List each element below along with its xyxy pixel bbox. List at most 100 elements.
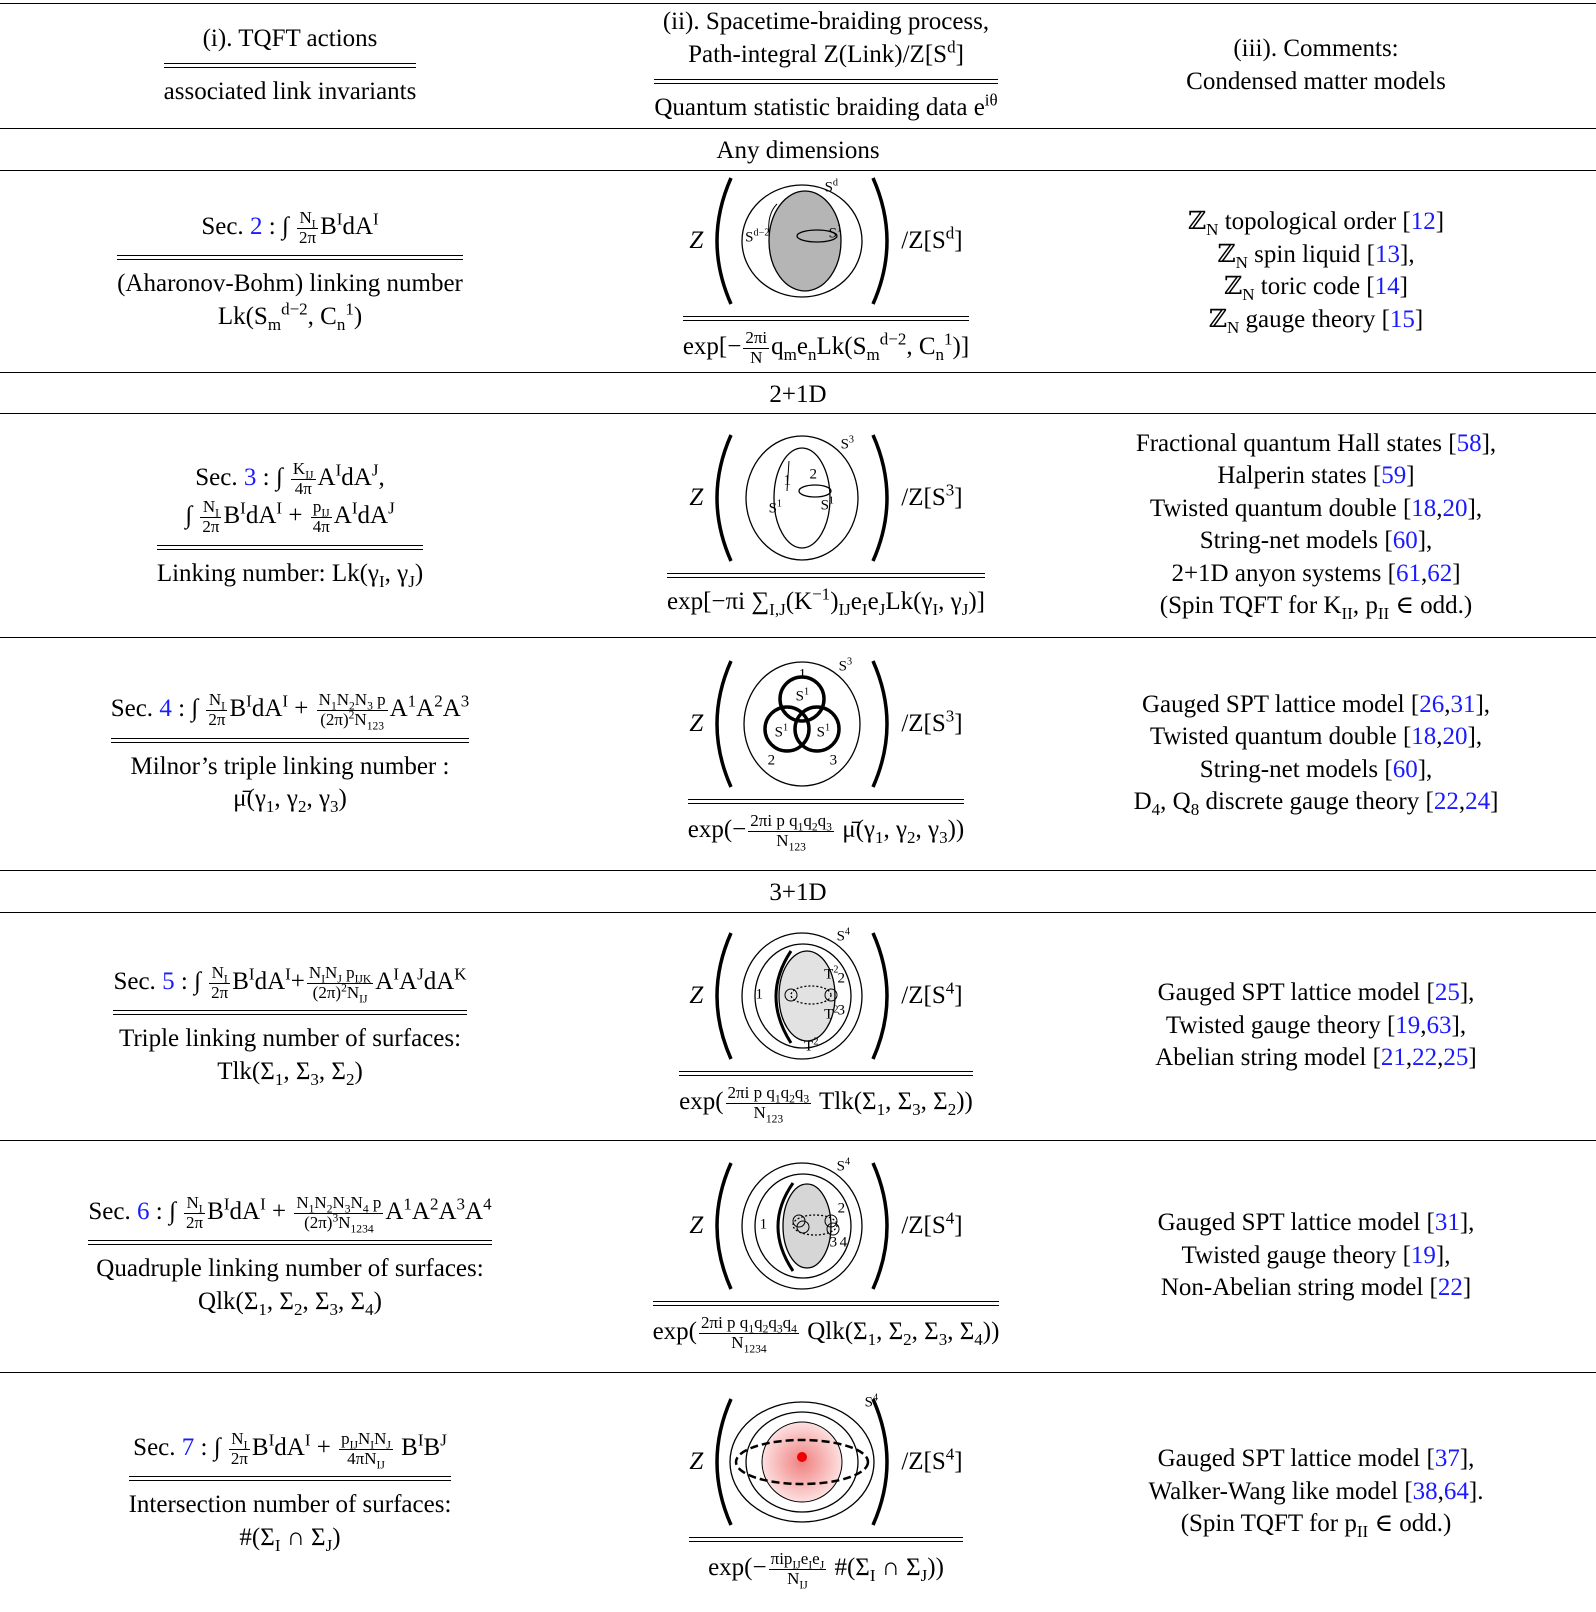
text: IJ <box>799 1578 808 1592</box>
reference-link[interactable]: 24 <box>1465 788 1491 815</box>
text: IJK <box>354 972 372 986</box>
reference-link[interactable]: 15 <box>1389 305 1415 333</box>
text: N <box>314 1192 327 1212</box>
subscript: 4 <box>974 1330 983 1349</box>
reference-link[interactable]: 22 <box>1412 1044 1438 1072</box>
reference-link[interactable]: 22 <box>1437 1274 1463 1302</box>
text-line: Non-Abelian string model [22] <box>1161 1272 1471 1305</box>
text: 3 <box>938 1330 948 1350</box>
reference-link[interactable]: 63 <box>1426 1011 1452 1039</box>
subscript: I <box>370 1438 374 1451</box>
text: J <box>819 1558 825 1572</box>
reference-link[interactable]: 61 <box>1395 559 1421 587</box>
text-line: Gauged SPT lattice model [31], <box>1158 1207 1475 1240</box>
text: e <box>796 333 808 361</box>
text: B <box>251 1433 269 1461</box>
reference-link[interactable]: 22 <box>1433 788 1459 815</box>
text: A <box>399 967 418 995</box>
text: dA <box>229 1197 261 1225</box>
subscript: m <box>867 345 880 364</box>
comments-cell-content: ℤN topological order [12] ℤN spin liquid … <box>1188 206 1444 336</box>
reference-link[interactable]: 20 <box>1442 494 1468 522</box>
diagram-shape <box>782 1183 832 1269</box>
text: J <box>417 964 424 984</box>
text: , Σ <box>338 1287 366 1315</box>
superscript: 3 <box>849 435 854 446</box>
reference-link[interactable]: 25 <box>1443 1044 1469 1072</box>
reference-link[interactable]: 37 <box>1434 1445 1460 1473</box>
reference-link[interactable]: 60 <box>1392 527 1418 554</box>
reference-link[interactable]: 19 <box>1410 1241 1436 1269</box>
text: gauge theory [ <box>1239 305 1390 333</box>
diagram-shape <box>776 1182 795 1273</box>
text-line: Quadruple linking number of surfaces: <box>96 1253 483 1286</box>
z-row: Z S4 1 2 3 4/Z[S4] <box>689 1157 963 1293</box>
action-cell: Sec. 6 : ∫ NI 2π BIdAI + N1N2N3N4 p (2π)3N1… <box>0 1140 580 1372</box>
text-line: Gauged SPT lattice model [37], <box>1158 1443 1475 1476</box>
reference-link[interactable]: 26 <box>1419 690 1445 718</box>
reference-link[interactable]: 12 <box>1410 208 1436 235</box>
reference-link[interactable]: 62 <box>1427 559 1453 587</box>
z-symbol: Z <box>689 708 703 741</box>
text: /Z[S <box>901 227 946 255</box>
reference-link[interactable]: 6 <box>137 1197 150 1225</box>
text: 1 <box>759 1216 768 1233</box>
diagram-shape <box>797 1452 808 1463</box>
text: dA <box>423 967 455 995</box>
text: + <box>288 695 315 723</box>
reference-link[interactable]: 13 <box>1375 240 1401 268</box>
reference-link[interactable]: 3 <box>243 463 257 491</box>
reference-link[interactable]: 18 <box>1411 723 1437 750</box>
reference-link[interactable]: 4 <box>159 695 172 723</box>
superscript: 2 <box>434 692 443 711</box>
text: Twisted quantum double [ <box>1149 723 1412 750</box>
braiding-data: exp(− 2πi p q1q2q3 N123 μ̄(γ1, γ2, γ3)) <box>688 811 965 853</box>
reference-link[interactable]: 38 <box>1412 1477 1438 1505</box>
reference-link[interactable]: 31 <box>1450 690 1476 718</box>
text: ] <box>1399 273 1408 300</box>
subscript: 123 <box>789 840 806 853</box>
text: N <box>354 690 368 710</box>
reference-link[interactable]: 2 <box>249 212 263 240</box>
text: )) <box>947 815 965 843</box>
text: 4 <box>365 1299 374 1319</box>
text-line: Abelian string model [21,22,25] <box>1155 1042 1476 1075</box>
reference-link[interactable]: 18 <box>1411 494 1437 522</box>
reference-link[interactable]: 14 <box>1374 273 1400 300</box>
reference-link[interactable]: 31 <box>1434 1209 1460 1237</box>
text: e <box>800 1549 809 1569</box>
normalization: /Z[S3] <box>901 482 962 515</box>
text: )) <box>982 1318 1000 1346</box>
reference-link[interactable]: 25 <box>1434 979 1460 1007</box>
diagram-shape <box>741 1162 863 1290</box>
superscript: 3 <box>946 706 955 725</box>
text-line: String-net models [60], <box>1200 525 1433 558</box>
text-line: D4, Q8 discrete gauge theory [22,24] <box>1134 786 1499 819</box>
header-col3-content: (iii). Comments: Condensed matter models <box>1186 33 1446 98</box>
text: ], <box>1417 527 1433 554</box>
superscript: J <box>388 499 395 518</box>
text: A <box>411 1197 430 1225</box>
reference-link[interactable]: 19 <box>1395 1011 1421 1039</box>
text: Quadruple linking number of surfaces: <box>96 1255 484 1283</box>
reference-link[interactable]: 21 <box>1380 1044 1406 1072</box>
reference-link[interactable]: 7 <box>181 1433 195 1461</box>
reference-link[interactable]: 20 <box>1442 723 1468 750</box>
diagram-shape <box>743 661 861 787</box>
reference-link[interactable]: 64 <box>1443 1477 1469 1505</box>
subscript: 1 <box>258 1300 267 1319</box>
text: I <box>285 964 291 984</box>
reference-link[interactable]: 60 <box>1392 755 1418 783</box>
reference-link[interactable]: 58 <box>1456 429 1482 457</box>
text: 3 <box>848 434 855 446</box>
text: 4 <box>945 1208 955 1228</box>
text: Z <box>689 484 704 511</box>
reference-link[interactable]: 5 <box>162 967 175 995</box>
rule <box>0 912 1596 913</box>
text: 1 <box>867 1330 877 1350</box>
text: , Q <box>1160 788 1191 815</box>
text: (Spin TQFT for p <box>1180 1510 1357 1538</box>
text: exp[− <box>682 333 742 361</box>
subscript: I <box>862 600 868 619</box>
reference-link[interactable]: 59 <box>1381 462 1407 489</box>
